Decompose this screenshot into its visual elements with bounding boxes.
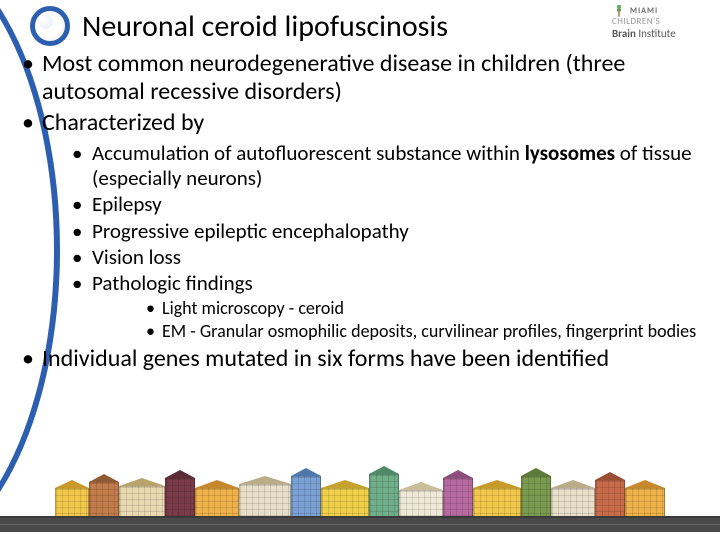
bullet-l2: Accumulation of autofluorescent substanc… (70, 141, 702, 191)
building (369, 466, 399, 518)
building (551, 480, 595, 518)
brand-logo: MIAMI CHILDREN'S Brain Institute (612, 4, 710, 44)
building (595, 472, 625, 518)
building (89, 474, 119, 518)
bullet-l2: Pathologic findings Light microscopy - c… (70, 271, 702, 343)
title-bullet-icon (30, 6, 70, 46)
footer-skyline (0, 468, 720, 540)
bullet-l1: Individual genes mutated in six forms ha… (18, 345, 702, 373)
bullet-l2: Epilepsy (70, 192, 702, 217)
base-band (0, 532, 720, 540)
building (321, 480, 369, 518)
building (195, 480, 239, 518)
building (399, 482, 443, 518)
building (625, 480, 665, 518)
logo-line2: CHILDREN'S (612, 16, 710, 27)
slide-title: Neuronal ceroid lipofuscinosis (82, 8, 448, 45)
bullet-l3: Light microscopy - ceroid (144, 298, 702, 320)
building (55, 480, 89, 518)
building (443, 470, 473, 518)
title-row: Neuronal ceroid lipofuscinosis (30, 6, 710, 46)
building (521, 468, 551, 518)
building (473, 480, 521, 518)
logo-line1: MIAMI (630, 6, 658, 16)
bullet-l1: Characterized by Accumulation of autoflu… (18, 109, 702, 343)
building (291, 468, 321, 518)
slide: Neuronal ceroid lipofuscinosis MIAMI CHI… (0, 0, 720, 540)
ground-band (0, 516, 720, 532)
logo-line3: Brain Institute (612, 27, 710, 40)
building (119, 478, 165, 518)
bullet-l1: Most common neurodegenerative disease in… (18, 50, 702, 107)
bullet-l2: Vision loss (70, 245, 702, 270)
skyline-row (0, 474, 720, 518)
building (165, 470, 195, 518)
palm-icon (612, 4, 626, 18)
bullet-l3: EM - Granular osmophilic deposits, curvi… (144, 321, 702, 343)
building (239, 476, 291, 518)
content-area: Most common neurodegenerative disease in… (18, 50, 702, 466)
bullet-l2: Progressive epileptic encephalopathy (70, 219, 702, 244)
